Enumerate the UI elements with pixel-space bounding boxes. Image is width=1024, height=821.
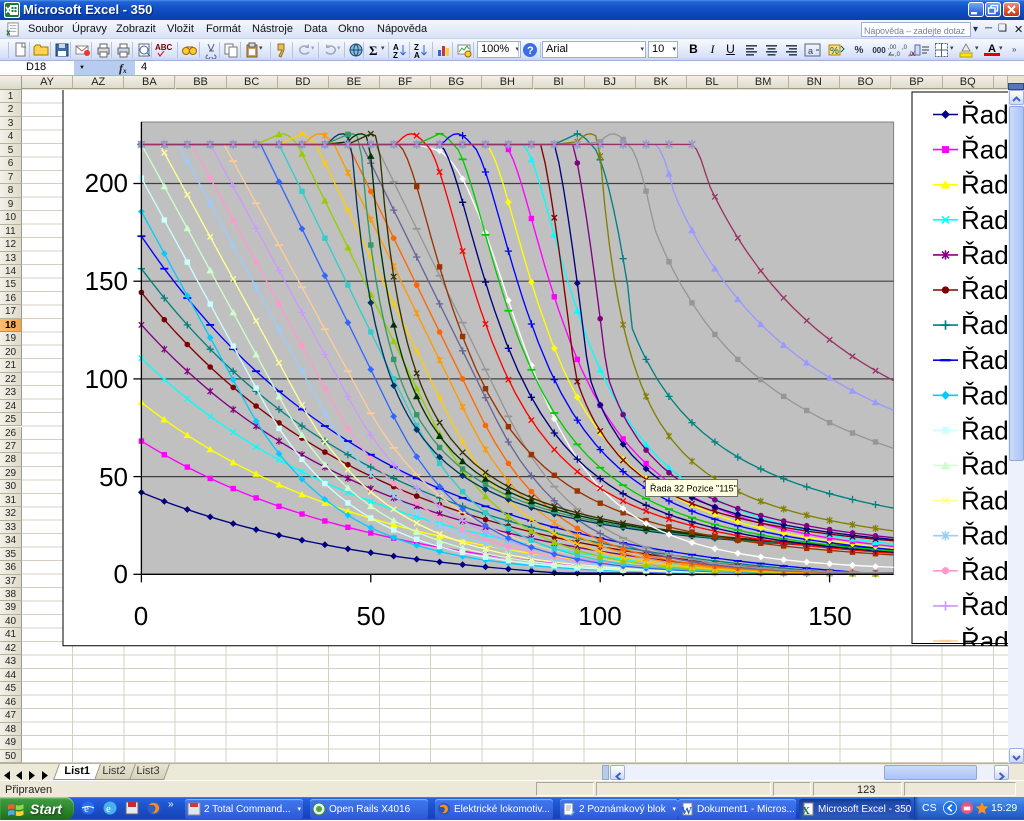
svg-text:A: A xyxy=(414,51,420,59)
svg-text:a: a xyxy=(808,46,813,56)
svg-text:Řada 4: Řada 4 xyxy=(961,205,1024,235)
svg-text:Z: Z xyxy=(393,51,398,59)
svg-text:%: % xyxy=(830,46,839,57)
svg-text:ABC: ABC xyxy=(155,43,172,52)
svg-text:W: W xyxy=(681,805,692,816)
svg-text:Řada 9: Řada 9 xyxy=(961,380,1024,410)
svg-text:Řada 16: Řada 16 xyxy=(961,626,1024,656)
svg-text:Řada 3: Řada 3 xyxy=(961,170,1024,200)
svg-text:?: ? xyxy=(527,45,534,57)
svg-text:Řada 7: Řada 7 xyxy=(961,310,1024,340)
svg-text:100: 100 xyxy=(85,364,128,394)
svg-text:Řada 6: Řada 6 xyxy=(961,275,1024,305)
svg-text:,0: ,0 xyxy=(902,45,908,51)
svg-text:100: 100 xyxy=(578,601,621,631)
svg-text:A: A xyxy=(393,43,399,52)
svg-text:,0: ,0 xyxy=(895,52,901,58)
svg-text:Řada 15: Řada 15 xyxy=(961,591,1024,621)
svg-text:50: 50 xyxy=(99,462,128,492)
svg-text:Řada 32 Pozice "115": Řada 32 Pozice "115" xyxy=(650,484,737,494)
svg-text:Z: Z xyxy=(414,43,419,52)
svg-text:200: 200 xyxy=(85,168,128,198)
svg-text:Řada 12: Řada 12 xyxy=(961,486,1024,516)
svg-text:Řada 8: Řada 8 xyxy=(961,345,1024,375)
svg-text:e: e xyxy=(106,803,111,815)
svg-text:e: e xyxy=(84,803,89,815)
svg-text:,00: ,00 xyxy=(908,52,917,58)
svg-text:,00: ,00 xyxy=(888,45,897,51)
svg-text:Σ: Σ xyxy=(369,43,378,58)
svg-text:50: 50 xyxy=(357,601,386,631)
svg-text:X: X xyxy=(802,805,810,816)
svg-text:Řada 5: Řada 5 xyxy=(961,240,1024,270)
svg-text:Řada 11: Řada 11 xyxy=(961,451,1024,481)
svg-text:0: 0 xyxy=(114,559,128,589)
svg-text:Řada 10: Řada 10 xyxy=(961,415,1024,445)
svg-text:Řada 1: Řada 1 xyxy=(961,100,1024,130)
svg-text:150: 150 xyxy=(808,601,851,631)
svg-text:Řada 13: Řada 13 xyxy=(961,521,1024,551)
svg-text:0: 0 xyxy=(134,601,148,631)
svg-text:150: 150 xyxy=(85,266,128,296)
svg-text:Řada 14: Řada 14 xyxy=(961,556,1024,586)
svg-text:Řada 2: Řada 2 xyxy=(961,135,1024,165)
